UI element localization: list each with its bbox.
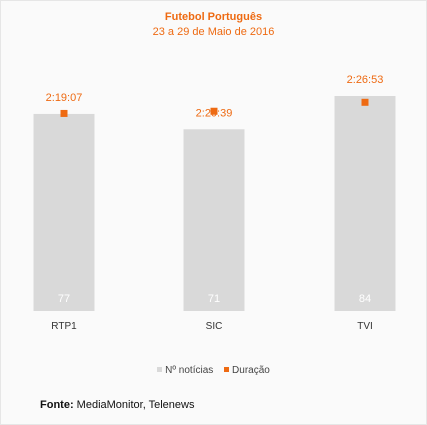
duration-label-tvi: 2:26:53 xyxy=(347,74,384,86)
bar-value-sic: 71 xyxy=(208,293,220,305)
tick-label-sic: SIC xyxy=(206,321,223,332)
source-note: Fonte: MediaMonitor, Telenews xyxy=(40,399,194,411)
source-label: Fonte: xyxy=(40,399,74,411)
bar-value-rtp1: 77 xyxy=(58,293,70,305)
duration-label-rtp1: 2:19:07 xyxy=(46,92,83,104)
legend: Nº notícias Duração xyxy=(0,365,427,376)
chart-title: Futebol Português xyxy=(164,11,263,23)
legend-label-duracao: Duração xyxy=(232,365,270,376)
duration-marker-tvi xyxy=(361,98,369,106)
tick-label-tvi: TVI xyxy=(357,321,373,332)
duration-marker-sic xyxy=(210,107,218,115)
legend-label-noticias: Nº notícias xyxy=(165,365,214,376)
tick-label-rtp1: RTP1 xyxy=(51,321,77,332)
duration-label-sic: 2:20:39 xyxy=(196,107,233,119)
source-text: MediaMonitor, Telenews xyxy=(76,399,195,411)
legend-swatch-duracao xyxy=(224,366,230,372)
bar-tvi xyxy=(334,96,396,311)
legend-item-duracao: Duração xyxy=(224,365,270,376)
legend-item-noticias: Nº notícias xyxy=(157,365,213,376)
duration-marker-rtp1 xyxy=(60,109,68,117)
bar-sic xyxy=(183,129,245,311)
bar-value-tvi: 84 xyxy=(359,293,371,305)
bar-rtp1 xyxy=(33,113,95,312)
chart-subtitle: 23 a 29 de Maio de 2016 xyxy=(152,26,275,38)
legend-swatch-noticias xyxy=(157,366,163,372)
